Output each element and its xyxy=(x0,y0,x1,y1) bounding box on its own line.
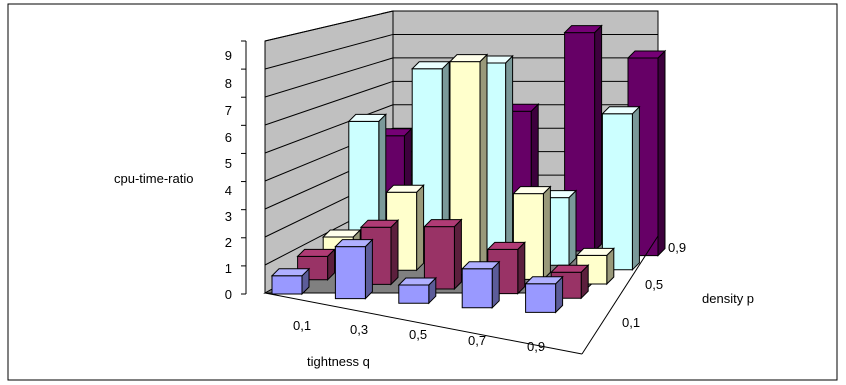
x-axis-line xyxy=(264,292,583,355)
bar-front xyxy=(271,275,303,295)
bar-top xyxy=(423,219,463,228)
bar-top xyxy=(296,248,336,257)
bar-top xyxy=(448,54,489,63)
bar-top xyxy=(512,186,552,195)
y-axis-label: density p xyxy=(702,291,754,306)
x-tick-label: 0,9 xyxy=(527,339,545,354)
bar-front xyxy=(525,283,557,313)
bar xyxy=(347,113,388,253)
bar-side xyxy=(631,105,640,272)
bar-side xyxy=(505,54,514,262)
bar xyxy=(385,183,425,272)
bar xyxy=(270,267,311,296)
x-tick-label: 0,3 xyxy=(350,322,368,337)
bar xyxy=(334,238,374,300)
bar-top xyxy=(270,268,311,277)
bar-top xyxy=(549,264,590,273)
bar-side xyxy=(416,183,425,272)
bar-side xyxy=(542,185,551,281)
bars xyxy=(270,24,667,314)
axes xyxy=(241,40,659,355)
bar-side xyxy=(594,24,603,253)
z-tick-label: 6 xyxy=(225,130,232,145)
gridline-side xyxy=(264,80,394,126)
bar-top xyxy=(563,25,603,34)
bar-side xyxy=(453,218,462,291)
x-tick-label: 0,5 xyxy=(409,327,427,342)
bar-top xyxy=(397,277,438,286)
bar-top xyxy=(334,239,374,248)
bar xyxy=(397,276,438,305)
z-tick-label: 9 xyxy=(225,48,232,63)
z-tick-label: 1 xyxy=(225,261,232,276)
z-tick-label: 7 xyxy=(225,103,232,118)
gridline-side xyxy=(264,33,394,70)
bar-top xyxy=(601,106,641,115)
bar xyxy=(512,185,552,281)
y-tick-label: 0,5 xyxy=(645,277,663,292)
x-tick-label: 0,1 xyxy=(293,318,311,333)
bar-top xyxy=(321,229,362,238)
bar-side xyxy=(390,218,399,286)
bar-front xyxy=(461,268,493,309)
bar-side xyxy=(479,53,488,277)
bar xyxy=(460,260,501,310)
x-tick-label: 0,7 xyxy=(468,333,486,348)
bar-top xyxy=(359,219,400,228)
z-tick-label: 4 xyxy=(225,183,232,198)
bar-top xyxy=(410,61,451,70)
bar xyxy=(423,218,463,291)
bar-top xyxy=(486,241,527,250)
bar xyxy=(601,105,641,272)
bar-top xyxy=(575,247,616,256)
bar-top xyxy=(524,276,564,285)
y-axis-line xyxy=(581,235,659,355)
bar-front xyxy=(398,284,430,304)
bar-side xyxy=(657,49,666,257)
bar-side xyxy=(517,241,526,295)
z-tick-label: 0 xyxy=(225,287,232,302)
x-axis-label: tightness q xyxy=(307,354,370,369)
gridline-side xyxy=(264,57,394,98)
z-axis-label: cpu-time-ratio xyxy=(114,171,193,186)
bar-top xyxy=(347,113,388,122)
bar-top xyxy=(385,184,425,193)
bar-front xyxy=(334,246,366,300)
bar xyxy=(524,275,564,314)
z-tick-label: 3 xyxy=(225,209,232,224)
y-tick-label: 0,1 xyxy=(622,315,640,330)
bar-side xyxy=(491,260,500,310)
bar-side xyxy=(364,238,373,300)
gridline-side xyxy=(264,104,394,154)
bar-top xyxy=(460,261,501,270)
bar-side xyxy=(568,189,577,267)
z-tick-label: 5 xyxy=(225,156,232,171)
bar-top xyxy=(626,50,667,59)
y-tick-label: 0,9 xyxy=(668,240,686,255)
bar-front xyxy=(601,113,633,271)
z-tick-label: 8 xyxy=(225,76,232,91)
z-tick-label: 2 xyxy=(225,235,232,250)
gridline-side xyxy=(264,10,394,42)
